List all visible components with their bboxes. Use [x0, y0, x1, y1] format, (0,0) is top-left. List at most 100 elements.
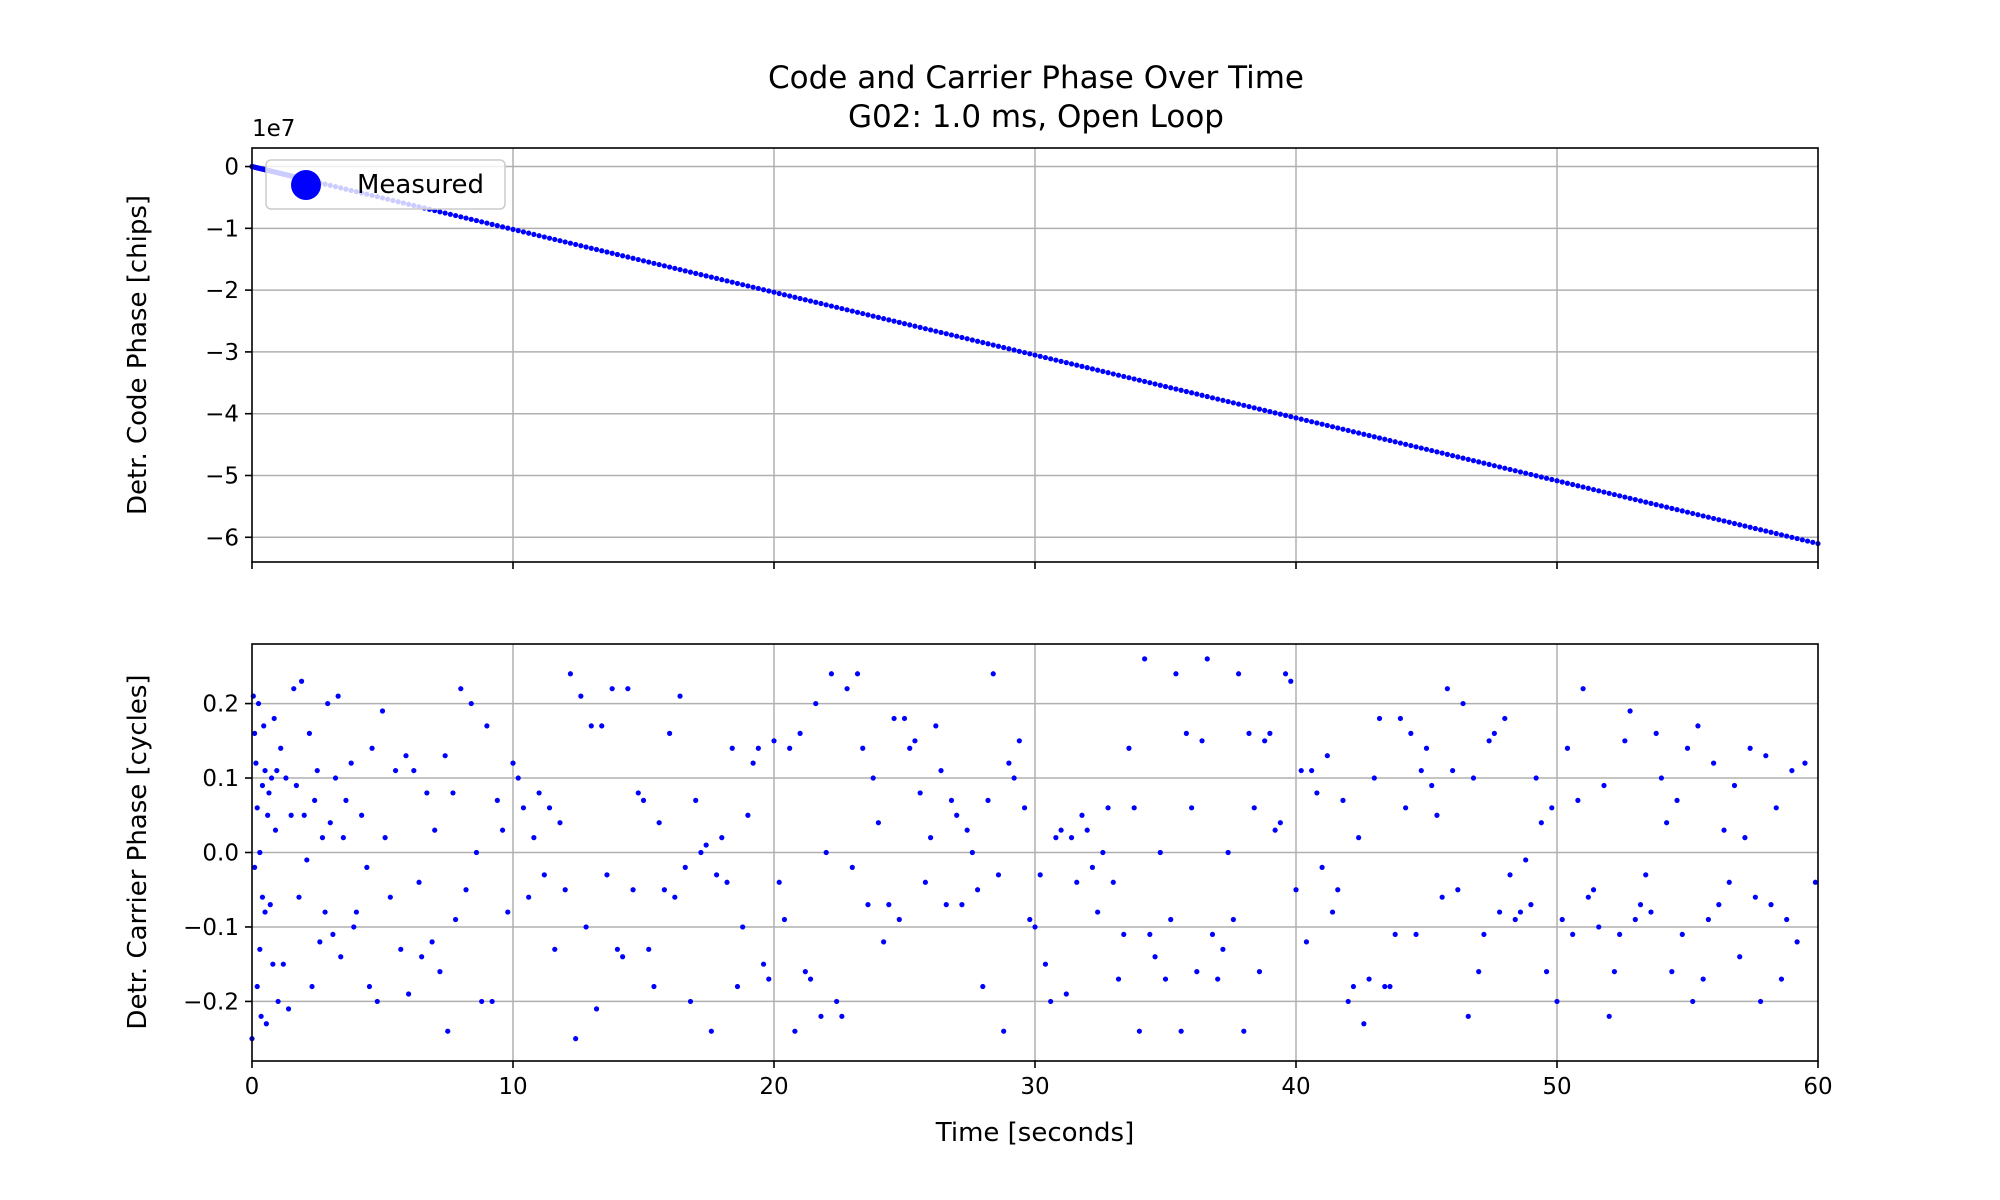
carrier-phase-point [266, 790, 272, 796]
code-phase-point [1429, 447, 1435, 454]
code-phase-point [943, 331, 949, 337]
code-phase-point [818, 300, 824, 307]
x-tick-label: 10 [498, 1074, 527, 1100]
code-phase-point [630, 255, 636, 261]
carrier-phase-point [1711, 760, 1717, 766]
code-phase-point [1246, 403, 1252, 410]
code-phase-point [1105, 370, 1111, 376]
x-tick-label: 0 [245, 1074, 260, 1100]
code-phase-point [844, 307, 850, 313]
carrier-phase-point [734, 983, 741, 990]
carrier-phase-point [1695, 723, 1701, 729]
code-phase-point [1664, 504, 1670, 510]
carrier-phase-point [285, 1006, 292, 1012]
code-phase-point [1032, 352, 1038, 358]
carrier-phase-point [865, 902, 871, 908]
carrier-phase-point [1256, 969, 1263, 975]
carrier-phase-point [1162, 976, 1169, 982]
code-phase-point [682, 268, 688, 274]
carrier-phase-point [254, 805, 260, 811]
code-phase-point [1684, 509, 1691, 515]
carrier-phase-point [635, 790, 641, 796]
code-phase-point [1564, 480, 1571, 486]
code-phase-point [1580, 484, 1586, 490]
carrier-phase-point [1142, 656, 1148, 662]
carrier-phase-point [253, 760, 259, 766]
carrier-phase-point [1037, 872, 1043, 878]
carrier-phase-point [875, 820, 882, 826]
carrier-phase-point [599, 723, 605, 729]
code-phase-point [1340, 426, 1346, 432]
code-phase-point [823, 302, 829, 308]
carrier-phase-point [271, 715, 277, 722]
code-phase-point [1617, 493, 1623, 499]
code-phase-point [1199, 392, 1205, 398]
carrier-phase-point [1512, 916, 1518, 923]
carrier-phase-point [1658, 775, 1664, 781]
code-phase-point [1726, 519, 1732, 525]
carrier-phase-point [1664, 820, 1670, 826]
carrier-phase-point [301, 812, 307, 818]
carrier-phase-point [860, 745, 866, 751]
carrier-phase-point [1434, 812, 1440, 818]
carrier-phase-point [771, 738, 777, 744]
code-phase-point [1784, 533, 1790, 539]
carrier-phase-point [489, 998, 495, 1005]
carrier-phase-point [1802, 760, 1808, 766]
carrier-phase-point [1230, 916, 1236, 923]
carrier-phase-point [1131, 805, 1137, 811]
carrier-phase-point [416, 879, 422, 885]
code-phase-point [974, 338, 981, 344]
carrier-phase-point [1507, 872, 1513, 878]
carrier-phase-point [1225, 849, 1231, 856]
carrier-phase-point [531, 835, 537, 841]
carrier-phase-point [419, 954, 425, 960]
carrier-phase-point [614, 946, 621, 952]
carrier-phase-point [1752, 894, 1758, 900]
code-phase-point [1173, 386, 1179, 392]
code-phase-point [578, 243, 584, 249]
code-phase-point [599, 248, 605, 254]
carrier-phase-point [1465, 1013, 1471, 1019]
code-phase-point [1048, 356, 1054, 362]
carrier-phase-point [437, 969, 443, 975]
carrier-phase-point [1392, 931, 1398, 938]
code-phase-point [1293, 415, 1299, 421]
carrier-phase-point [1439, 894, 1445, 900]
carrier-phase-point [693, 797, 699, 803]
carrier-phase-point [429, 939, 435, 945]
carrier-phase-point [1538, 820, 1544, 826]
code-phase-point [1721, 518, 1727, 524]
code-phase-point [1653, 502, 1659, 508]
carrier-phase-point [1084, 827, 1090, 833]
carrier-phase-point [1272, 827, 1278, 833]
code-phase-point [489, 221, 495, 227]
code-phase-point [985, 341, 991, 347]
carrier-phase-point [938, 767, 944, 774]
carrier-phase-point [719, 835, 725, 841]
carrier-phase-point [1486, 738, 1492, 744]
code-phase-point [1282, 412, 1289, 418]
carrier-phase-point [338, 954, 344, 960]
carrier-phase-point [322, 909, 328, 915]
carrier-phase-point [1115, 976, 1122, 982]
code-phase-point [891, 318, 897, 324]
carrier-phase-point [479, 998, 485, 1005]
code-phase-point [703, 273, 709, 279]
carrier-phase-point [335, 693, 341, 699]
code-phase-point [907, 322, 913, 328]
carrier-phase-point [452, 916, 459, 923]
code-phase-point [886, 317, 892, 323]
carrier-phase-point [1784, 916, 1790, 923]
code-phase-point [479, 219, 485, 225]
code-phase-point [1496, 464, 1503, 470]
code-phase-point [442, 210, 448, 216]
code-phase-point [1523, 470, 1529, 476]
carrier-phase-point [1794, 939, 1800, 945]
code-phase-point [839, 305, 845, 312]
carrier-phase-point [1742, 835, 1748, 841]
carrier-phase-point [262, 909, 268, 915]
code-phase-point [1804, 538, 1811, 544]
carrier-phase-point [258, 1013, 264, 1019]
code-phase-point [1470, 458, 1477, 464]
